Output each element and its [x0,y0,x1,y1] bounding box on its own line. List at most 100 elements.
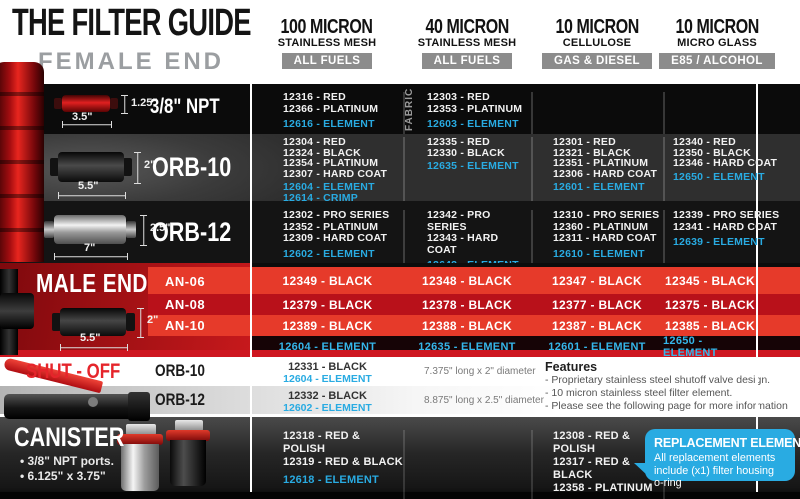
part-number: 12350 - BLACK [673,146,751,159]
part-number: 12318 - RED & POLISH [283,430,361,455]
size-note: 7.375" long x 2" diameter [424,366,536,377]
row-female-orb10: 2" 5.5" ORB-10 12304 - RED 12324 - BLACK 1… [0,134,800,201]
white-divider-right [756,84,758,492]
orb-row-label: ORB-12 [155,390,205,409]
table-cell: 12308 - RED & POLISH 12317 - RED & BLACK 1… [531,430,663,499]
part-number: 12331 - BLACK [288,361,367,373]
row-label: ORB-10 [152,152,232,182]
feature-item: - Proprietary stainless steel shutoff va… [545,374,771,386]
table-cell: 12340 - RED 12350 - BLACK 12346 - HARD COA… [663,137,778,201]
dimension-label: 2" [147,314,159,326]
dimension-label: 1.25" [131,97,158,109]
shutoff-cell: 12332 - BLACK 12602 - ELEMENT [252,390,403,414]
red-pump-image [0,62,44,262]
an10-cells: 12389 - BLACK 12388 - BLACK 12387 - BLACK 1… [252,315,757,336]
orb12-filter-image: 2.5" 7" [0,201,800,263]
part-number: 12379 - BLACK [282,297,373,312]
part-number: 12358 - PLATINUM [553,482,653,494]
dimension-label: 7" [84,242,96,254]
element-number: 12642 - ELEMENT [427,259,531,263]
part-number: 12347 - BLACK [552,274,642,288]
canister-title: CANISTER [14,422,125,452]
row-elements-stripe [252,336,800,350]
part-number: 12342 - PRO SERIES [427,209,491,233]
table-cell: 12318 - RED & POLISH 12319 - RED & BLACK … [252,430,403,499]
element-number: 12639 - ELEMENT [673,236,765,248]
table-cell: 12339 - PRO SERIES 12341 - HARD COAT 1263… [663,209,780,263]
element-number: 12650 - ELEMENT [673,170,765,183]
column-micron: 40 MICRON [425,16,509,38]
table-cell: 12301 - RED 12321 - BLACK 12351 - PLATINUM… [531,137,663,201]
part-number: 12387 - BLACK [552,318,642,333]
canister-bullet: • 3/8" NPT ports. [20,454,114,468]
part-number: 12346 - HARD COAT [673,157,778,170]
an08-cells: 12379 - BLACK 12378 - BLACK 12377 - BLACK 1… [252,294,757,315]
column-micron: 10 MICRON [555,16,639,38]
part-number: 12351 - PLATINUM [553,157,649,170]
element-number: 12635 - ELEMENT [418,341,516,353]
row-cells: 12316 - RED 12366 - PLATINUM 12616 - ELEM… [252,84,757,134]
part-number: 12348 - BLACK [422,274,512,288]
bottom-strip [0,492,800,499]
part-number: 12339 - PRO SERIES [673,209,780,221]
column-micron: 10 MICRON [675,16,759,38]
part-number: 12377 - BLACK [552,297,642,312]
element-cells: 12604 - ELEMENT 12635 - ELEMENT 12601 - EL… [252,335,757,357]
part-number: 12301 - RED [553,136,616,148]
feature-item: - Please see the following page for more… [545,400,788,412]
npt-filter-image: 1.25" 3.5" [0,84,800,134]
part-number: 12352 - PLATINUM [283,220,379,233]
part-number: 12385 - BLACK [665,318,755,333]
page-subtitle: FEMALE END [38,48,224,75]
table-cell: 12335 - RED 12330 - BLACK 12635 - ELEMENT [403,137,531,201]
dimension-label: 2.5" [150,222,171,234]
row-female-orb12: 2.5" 7" ORB-12 12302 - PRO SERIES 12352 -… [0,201,800,263]
part-number: 12306 - HARD COAT [553,167,658,180]
part-number: 12330 - BLACK [427,146,505,159]
element-number: 12616 - ELEMENT [283,118,375,130]
element-number: 12602 - ELEMENT [283,402,372,414]
element-number: 12603 - ELEMENT [427,118,519,130]
shutoff-valve-image [0,357,800,421]
an-row-label: AN-08 [165,297,206,312]
section-male-end: MALE END 2" 5.5" AN-06 AN-08 AN-10 12349… [0,263,800,357]
table-cell: 12304 - RED 12324 - BLACK 12354 - PLATINUM… [252,137,403,201]
row-female-npt: 1.25" 3.5" 3/8" NPT FABRIC 12316 - RED 12… [0,84,800,134]
dimension-label: 2" [144,159,156,171]
divider [0,350,800,357]
row-an08-stripe [148,294,800,315]
canister-bullets: • 3/8" NPT ports. • 6.125" x 3.75" [20,454,114,484]
dimension-bracket [137,308,144,338]
part-number: 12303 - RED [427,91,490,103]
size-note: 8.875" long x 2.5" diameter [424,395,544,406]
features: Features - Proprietary stainless steel s… [545,360,788,413]
part-number: 12332 - BLACK [288,390,367,402]
feature-item: - 10 micron stainless steel filter eleme… [545,387,733,399]
header: THE FILTER GUIDE FEMALE END 100 MICRON S… [0,0,800,84]
an-row-label: AN-10 [165,318,206,333]
column-media: STAINLESS MESH [417,37,517,49]
table-cell [403,430,531,499]
element-number: 12635 - ELEMENT [427,160,519,173]
shutoff-cell: 12331 - BLACK 12604 - ELEMENT [252,361,403,385]
dimension-bracket [54,253,128,260]
features-title: Features [545,360,598,374]
part-number: 12366 - PLATINUM [283,102,379,115]
part-number: 12321 - BLACK [553,146,631,159]
element-number: 12601 - ELEMENT [548,341,646,353]
column-header-10-micron-micro-glass: 10 MICRON MICRO GLASS E85 / ALCOHOL [632,17,800,69]
canister-image-polished [0,417,800,499]
canister-image-black [0,417,800,499]
part-number: 12335 - RED [427,136,490,148]
part-number: 12308 - RED & POLISH [553,430,631,455]
column-media: STAINLESS MESH [277,37,377,49]
column-header-100-micron: 100 MICRON STAINLESS MESH ALL FUELS [242,17,412,69]
part-number: 12311 - HARD COAT [553,232,657,244]
fuel-badge: E85 / ALCOHOL [659,53,775,69]
row-cells: 12304 - RED 12324 - BLACK 12354 - PLATINUM… [252,134,778,201]
part-number: 12304 - RED [283,136,346,148]
part-number: 12349 - BLACK [282,274,373,288]
shutoff-title: SHUT - OFF [26,360,121,383]
part-number: 12343 - HARD COAT [427,232,499,256]
